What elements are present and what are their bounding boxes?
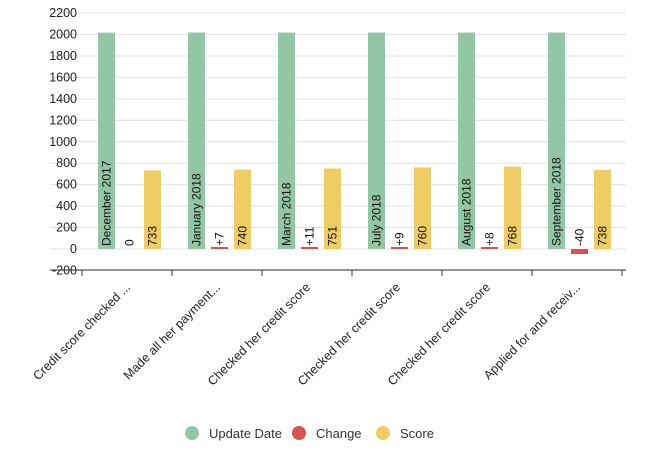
legend-swatch: [185, 426, 199, 440]
bar-score: [414, 167, 431, 249]
bar-update-date: [98, 32, 115, 249]
data-label: +11: [303, 226, 317, 246]
bar-update-date: [458, 32, 475, 249]
category-label: Made all her payment...: [121, 280, 223, 382]
data-label: +8: [483, 232, 497, 246]
data-label: +7: [213, 232, 227, 246]
y-tick-label: 1200: [49, 113, 77, 127]
y-tick-label: 400: [56, 199, 77, 213]
y-tick-label: 1000: [49, 135, 77, 149]
y-tick-label: 2000: [49, 28, 77, 42]
bar-change: [571, 249, 588, 254]
y-tick-label: 1800: [49, 49, 77, 63]
data-label: August 2018: [460, 178, 474, 246]
category-label: Checked her credit score: [385, 280, 493, 388]
y-tick-label: 200: [56, 221, 77, 235]
bar-update-date: [188, 32, 205, 249]
data-label: January 2018: [190, 173, 204, 246]
category-label: Checked her credit score: [295, 280, 403, 388]
data-label: +9: [393, 232, 407, 246]
category-label: Applied for and receiv...: [481, 280, 583, 382]
data-label: 751: [326, 226, 340, 246]
data-label: -40: [573, 228, 587, 246]
bar-update-date: [368, 32, 385, 249]
y-tick-label: 1600: [49, 70, 77, 84]
bar-score: [234, 169, 251, 249]
data-label: March 2018: [280, 182, 294, 246]
bar-update-date: [278, 32, 295, 249]
bar-update-date: [548, 32, 565, 249]
data-label: September 2018: [550, 157, 564, 246]
data-label: 740: [236, 226, 250, 246]
bar-score: [324, 168, 341, 249]
bar-score: [594, 169, 611, 249]
legend-swatch: [292, 426, 306, 440]
data-label: 0: [123, 239, 137, 246]
data-label: July 2018: [370, 194, 384, 246]
category-label: Checked her credit score: [205, 280, 313, 388]
y-tick-label: 0: [70, 242, 77, 256]
bar-change: [211, 247, 228, 249]
legend-swatch: [376, 426, 390, 440]
data-label: December 2017: [100, 160, 114, 246]
y-tick-label: 1400: [49, 92, 77, 106]
y-tick-label: 600: [56, 178, 77, 192]
legend-label: Score: [400, 426, 434, 441]
bar-score: [504, 166, 521, 249]
y-tick-label: 2200: [49, 6, 77, 20]
bar-score: [144, 170, 161, 249]
category-label: Credit score checked ...: [30, 280, 133, 383]
data-label: 733: [146, 226, 160, 246]
bar-change: [301, 247, 318, 249]
y-tick-label: 800: [56, 156, 77, 170]
bar-change: [391, 247, 408, 249]
legend-label: Update Date: [209, 426, 282, 441]
legend-label: Change: [316, 426, 362, 441]
data-label: 738: [596, 226, 610, 246]
data-label: 760: [416, 226, 430, 246]
bar-change: [481, 247, 498, 249]
data-label: 768: [506, 226, 520, 246]
